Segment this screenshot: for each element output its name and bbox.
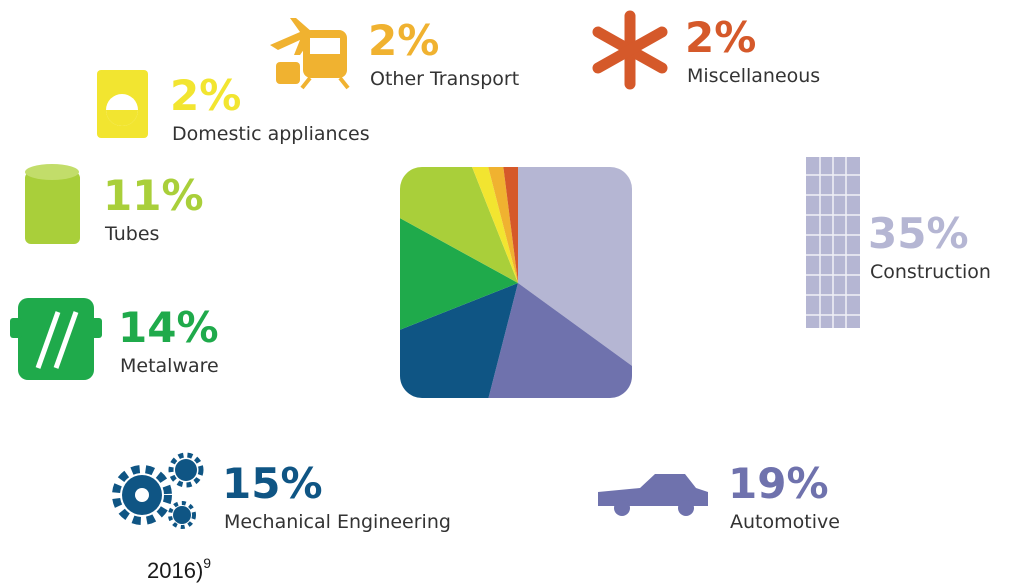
category-label: Domestic appliances: [172, 123, 370, 145]
pie-slice: [400, 283, 518, 398]
category-label: Mechanical Engineering: [224, 511, 451, 533]
building-icon: [806, 157, 860, 328]
category-label: Automotive: [730, 511, 840, 533]
percent-label: 14%: [118, 303, 219, 352]
category-label: Other Transport: [370, 68, 519, 90]
tube-icon: [25, 164, 80, 244]
caption-superscript: 9: [203, 555, 211, 571]
pie-slice: [453, 167, 518, 283]
gears-icon: [112, 452, 204, 529]
category-label: Tubes: [104, 223, 159, 245]
pot-icon: [10, 298, 102, 380]
percent-label: 15%: [222, 459, 323, 508]
washer-icon: [97, 70, 148, 138]
category-label: Metalware: [120, 355, 219, 377]
percent-label: 2%: [368, 16, 439, 65]
pie-slice: [453, 283, 632, 398]
percent-label: 2%: [170, 71, 241, 120]
percent-label: 19%: [728, 459, 829, 508]
percent-label: 11%: [103, 171, 204, 220]
percent-label: 2%: [685, 13, 756, 62]
caption: 2016)9: [147, 555, 211, 583]
car-icon: [598, 474, 708, 516]
asterisk-icon: [592, 10, 668, 90]
caption-text: 2016): [147, 558, 203, 583]
pie: [400, 167, 632, 398]
transport-icon: [270, 18, 350, 90]
category-label: Construction: [870, 261, 991, 283]
pie-slice: [422, 167, 518, 283]
pie-slice: [400, 167, 518, 283]
pie-slice: [485, 167, 518, 283]
percent-label: 35%: [868, 209, 969, 258]
category-label: Miscellaneous: [687, 65, 820, 87]
